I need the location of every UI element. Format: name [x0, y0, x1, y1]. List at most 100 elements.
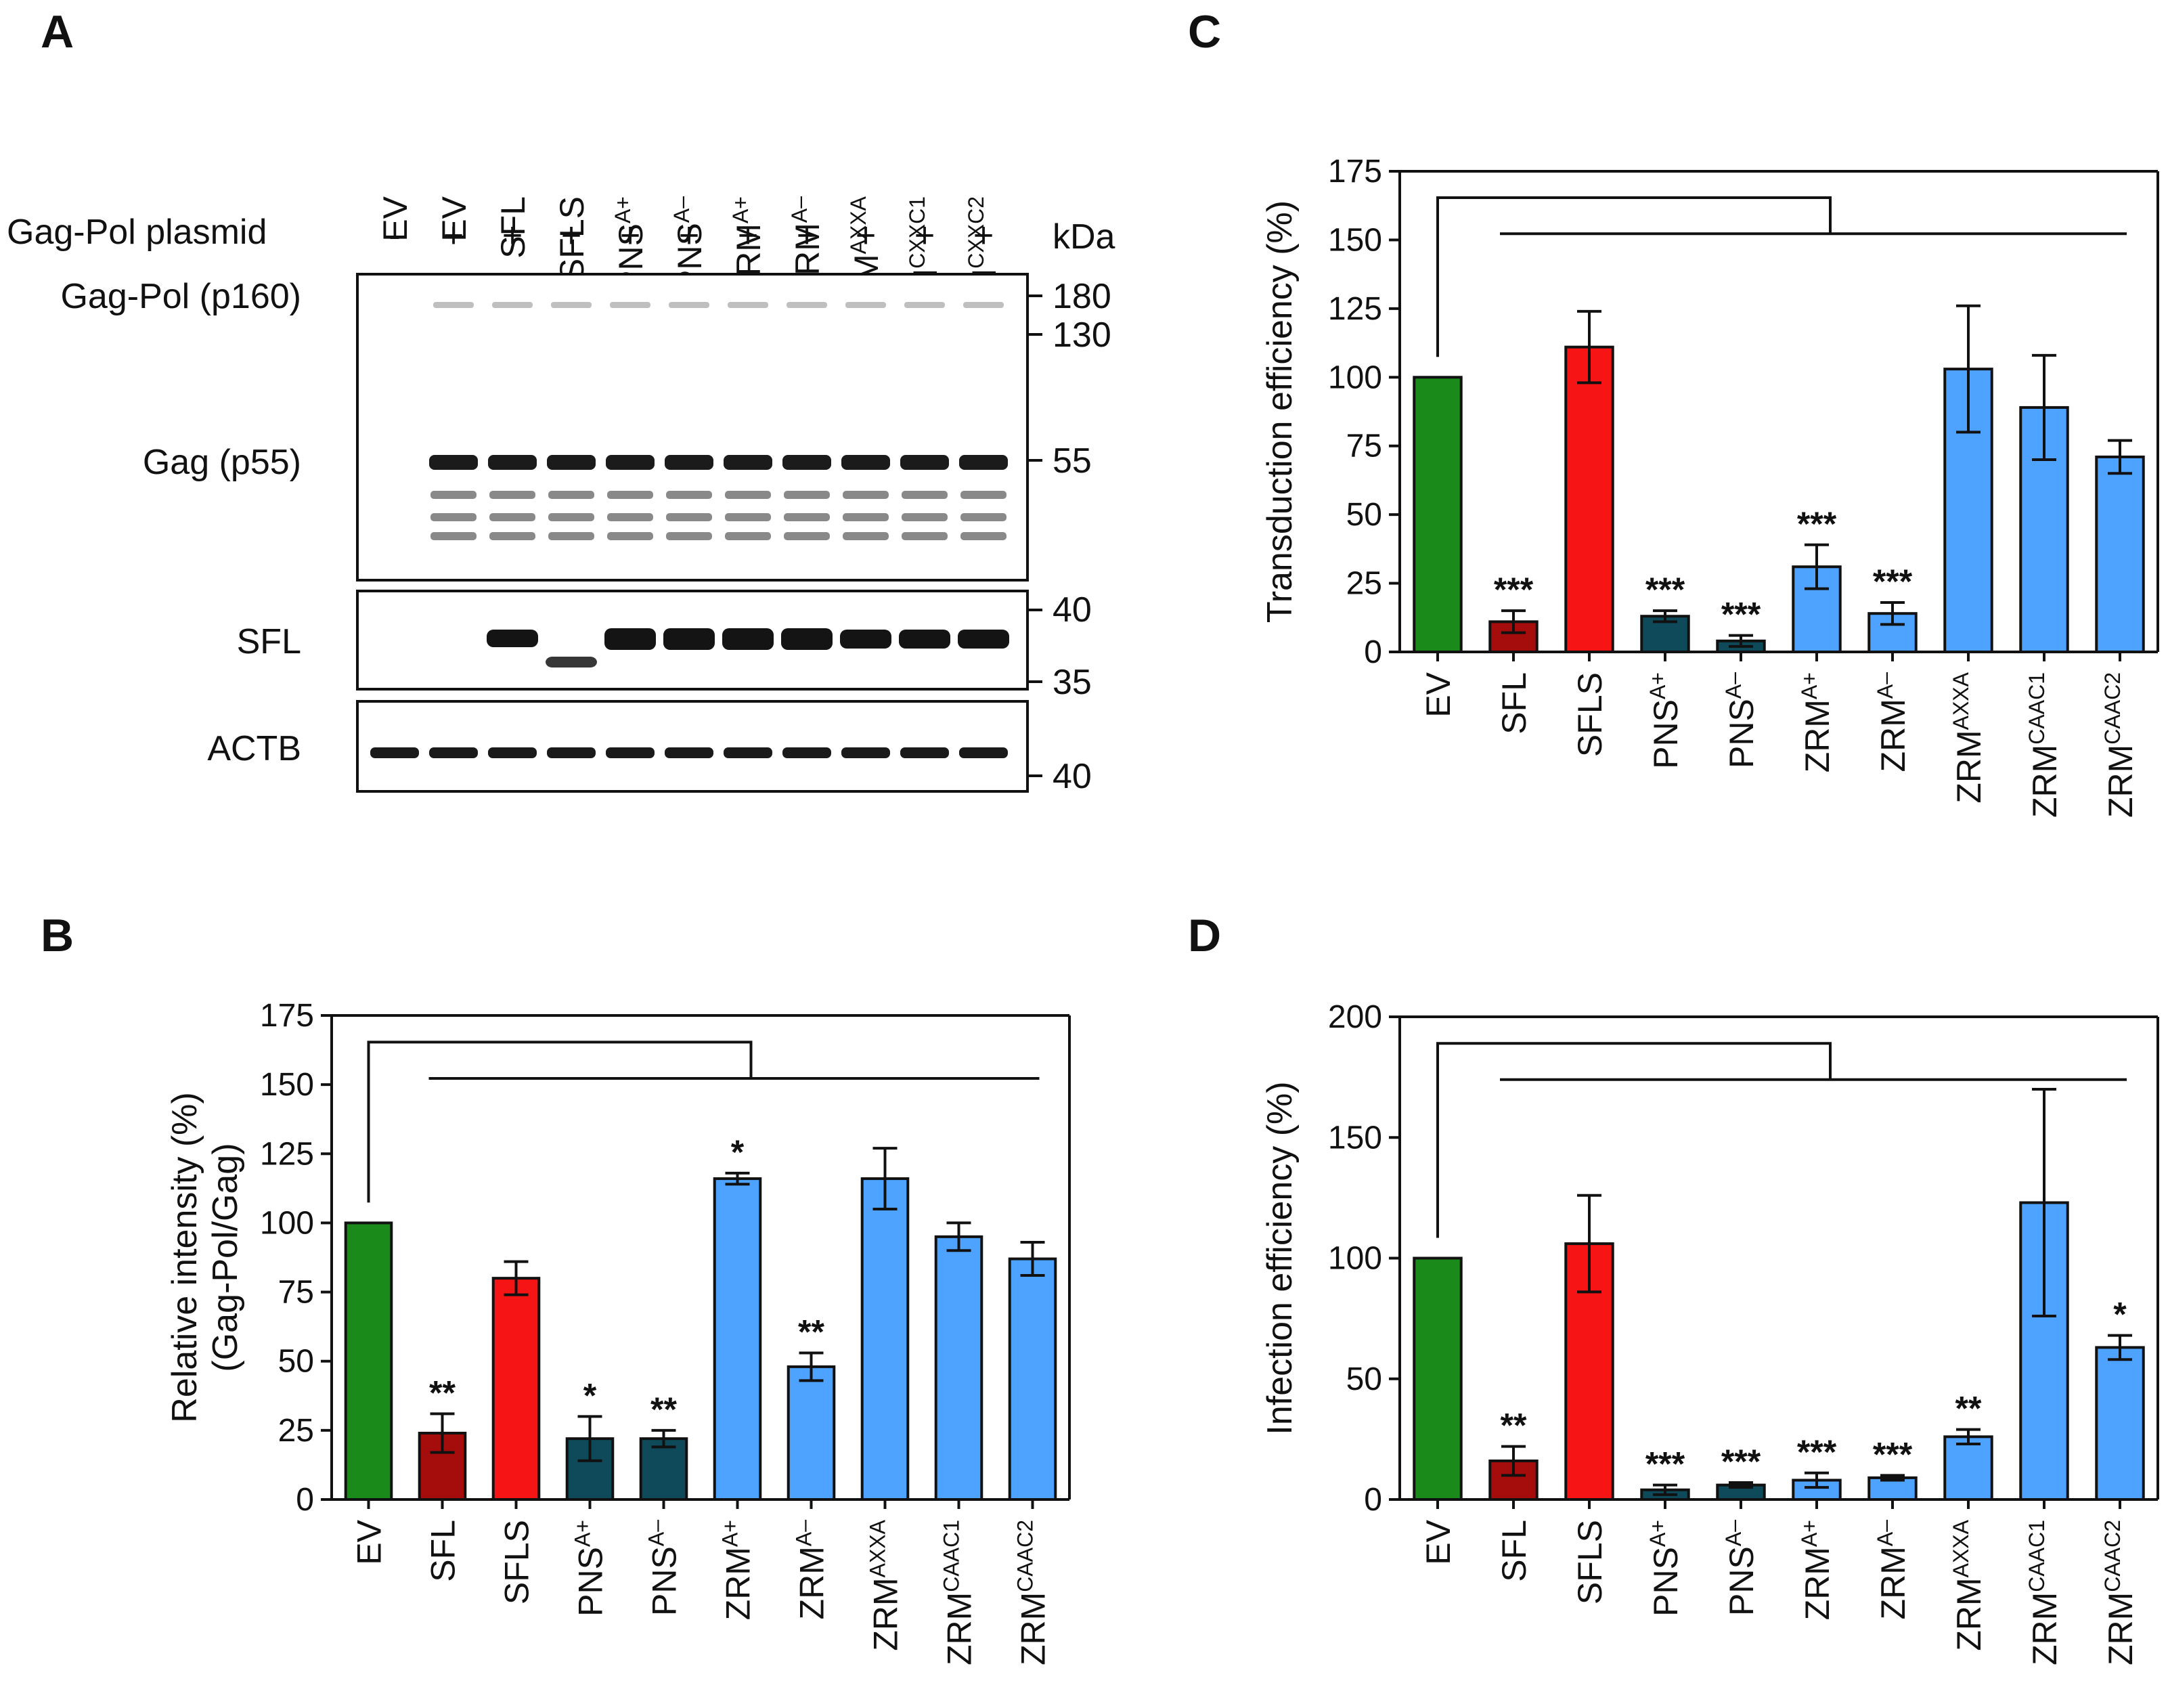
band-actb — [547, 747, 596, 758]
marker-40b: 40 — [1053, 757, 1092, 796]
y-tick-label: 75 — [1346, 429, 1382, 464]
x-tick-label-3: PNSA+ — [1645, 1520, 1685, 1617]
band-gag — [782, 455, 831, 470]
y-tick-label: 150 — [1328, 1120, 1382, 1156]
significance-mark: *** — [1797, 505, 1837, 543]
y-tick-label: 50 — [1346, 1361, 1382, 1397]
lane-label-2-base: SFL — [494, 196, 532, 259]
band-gagpol — [963, 302, 1004, 308]
band-actb — [370, 747, 419, 758]
band-gagpol — [610, 302, 650, 308]
plasmid-label: Gag-Pol plasmid — [7, 213, 267, 252]
x-tick-label-6-sup: A– — [792, 1520, 816, 1546]
row-label-actb: ACTB — [207, 729, 301, 768]
band-gagpol — [845, 302, 886, 308]
y-tick-label: 100 — [260, 1205, 314, 1241]
x-tick-label-4-base: PNS — [1723, 699, 1761, 768]
blot-actb — [356, 700, 1029, 793]
bar-ev — [1413, 376, 1463, 653]
significance-mark: * — [583, 1376, 597, 1414]
band-gag-sub — [607, 532, 653, 540]
y-tick-label: 100 — [1328, 1241, 1382, 1277]
significance-mark: ** — [650, 1391, 677, 1428]
x-tick-label-3-base: PNS — [1647, 699, 1685, 769]
x-tick-label-4: PNSA– — [1721, 1520, 1761, 1616]
x-tick-label-9: ZRMCAAC2 — [2100, 672, 2140, 818]
x-tick-label-4: PNSA– — [1721, 672, 1761, 768]
y-tick-label: 175 — [1328, 154, 1382, 190]
x-tick-label-5: ZRMA+ — [1797, 672, 1836, 772]
x-tick-label-3: PNSA+ — [571, 1520, 610, 1617]
band-sfl — [487, 630, 538, 647]
x-tick-label-8-base: ZRM — [2026, 745, 2064, 818]
lane-label-4-sup: A+ — [611, 196, 635, 223]
band-sfl — [604, 628, 656, 650]
band-gag-sub — [784, 513, 830, 521]
band-gag-sub — [902, 491, 948, 499]
row-label-sfl: SFL — [237, 622, 301, 661]
band-gagpol — [433, 302, 474, 308]
y-tick-label: 175 — [260, 998, 314, 1034]
x-tick-label-8-sup: CAAC1 — [2025, 1520, 2049, 1592]
band-gag-sub — [548, 532, 594, 540]
band-gag-sub — [902, 532, 948, 540]
bar-ev — [1413, 1256, 1463, 1501]
x-tick-label-0-base: EV — [1419, 672, 1457, 717]
band-actb — [841, 747, 890, 758]
panel-d-letter: D — [1188, 910, 1221, 961]
band-gag — [900, 455, 949, 470]
band-sfl — [546, 657, 597, 667]
x-tick-label-5-base: ZRM — [1798, 699, 1836, 772]
y-tick-label: 125 — [260, 1136, 314, 1172]
x-tick-label-4-sup: A– — [1721, 1520, 1746, 1546]
lane-label-3-base: SFLS — [553, 196, 591, 281]
x-tick-label-2-base: SFLS — [498, 1520, 536, 1604]
x-tick-label-9: ZRMCAAC2 — [2100, 1520, 2140, 1665]
x-tick-label-2: SFLS — [498, 1520, 536, 1604]
lane-label-0-base: EV — [376, 196, 414, 241]
band-actb — [665, 747, 713, 758]
band-gag-sub — [902, 513, 948, 521]
x-tick-label-7: ZRMAXXA — [1949, 672, 1988, 803]
x-tick-label-1-base: SFL — [1495, 1520, 1533, 1582]
band-gag-sub — [607, 491, 653, 499]
significance-mark: *** — [1873, 1435, 1913, 1473]
x-tick-label-3-sup: A+ — [1645, 672, 1670, 699]
y-tick-label: 150 — [260, 1067, 314, 1103]
band-gag-sub — [666, 532, 712, 540]
x-tick-label-7-base: ZRM — [1950, 730, 1988, 803]
band-gag — [959, 455, 1008, 470]
blot-bands — [370, 302, 1009, 758]
band-sfl — [781, 628, 833, 650]
plasmid-mark-0: - — [389, 216, 400, 255]
blot-gag — [356, 273, 1029, 582]
x-tick-label-6-base: ZRM — [1874, 699, 1912, 772]
x-tick-label-9-base: ZRM — [1015, 1592, 1053, 1665]
y-tick-label: 150 — [1328, 222, 1382, 258]
band-sfl — [663, 628, 715, 650]
bar-zrm-9 — [2095, 1346, 2145, 1502]
x-tick-label-6-sup: A– — [1873, 672, 1897, 699]
band-gag — [665, 455, 713, 470]
chart-panel-b: 0 25 50 75 100 125 150 175 Relative intensity (%… — [165, 998, 1071, 1665]
size-markers: 180 130 55 40 35 40 — [1027, 277, 1111, 796]
x-tick-label-9-base: ZRM — [2102, 1592, 2140, 1665]
y-axis-label-line2: (Gag-Pol/Gag) — [206, 1143, 245, 1372]
x-tick-label-0: EV — [351, 1519, 389, 1564]
x-tick-label-2-base: SFLS — [1571, 1520, 1609, 1604]
band-gagpol — [904, 302, 945, 308]
x-tick-label-2: SFLS — [1571, 1520, 1609, 1604]
plasmid-mark-2: + — [502, 216, 523, 255]
x-tick-label-3-base: PNS — [572, 1547, 610, 1617]
plasmid-mark-1: + — [443, 216, 464, 255]
band-gagpol — [551, 302, 592, 308]
band-gag-sub — [843, 513, 889, 521]
band-gag-sub — [548, 491, 594, 499]
x-tick-label-6-sup: A– — [1873, 1520, 1897, 1546]
y-tick-label: 25 — [1346, 566, 1382, 602]
x-tick-label-7-sup: AXXA — [866, 1519, 890, 1577]
bar-zrm-7 — [1943, 1435, 1993, 1502]
plasmid-mark-5: + — [679, 216, 699, 255]
band-gagpol — [787, 302, 827, 308]
